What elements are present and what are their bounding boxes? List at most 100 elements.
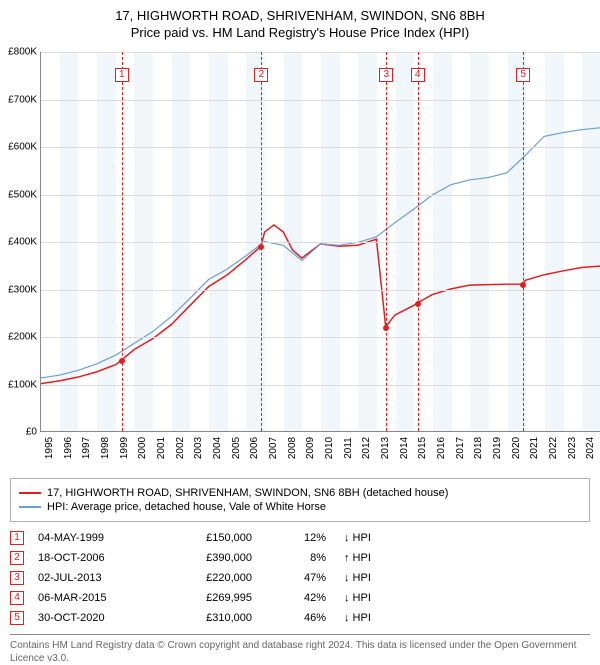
event-date: 04-MAY-1999	[38, 532, 148, 544]
y-axis-label: £500K	[1, 189, 37, 200]
x-axis-label: 2016	[436, 437, 447, 459]
sale-marker-line	[523, 52, 524, 431]
page-root: 17, HIGHWORTH ROAD, SHRIVENHAM, SWINDON,…	[0, 0, 600, 650]
event-pct: 8%	[266, 552, 326, 564]
event-price: £150,000	[162, 532, 252, 544]
x-axis-label: 1995	[44, 437, 55, 459]
sale-marker-dot	[258, 244, 264, 250]
event-price: £390,000	[162, 552, 252, 564]
sale-marker-line	[261, 52, 262, 431]
x-axis-label: 1996	[63, 437, 74, 459]
sale-marker-line	[122, 52, 123, 431]
x-axis-label: 2009	[305, 437, 316, 459]
x-axis-label: 2012	[361, 437, 372, 459]
events-table: 1 04-MAY-1999 £150,000 12% ↓ HPI 2 18-OCT-2006…	[10, 528, 590, 628]
event-row: 406-MAR-2015£269,99542%↓ HPI	[10, 588, 590, 608]
x-axis-label: 2014	[399, 437, 410, 459]
x-axis-label: 2004	[212, 437, 223, 459]
y-axis-label: £300K	[1, 284, 37, 295]
y-axis-label: £0	[1, 427, 37, 438]
event-pct: 47%	[266, 572, 326, 584]
x-axis-label: 1997	[81, 437, 92, 459]
y-axis-label: £400K	[1, 237, 37, 248]
x-axis-label: 2007	[268, 437, 279, 459]
x-axis-label: 2017	[455, 437, 466, 459]
x-axis-label: 2010	[324, 437, 335, 459]
sale-marker-dot	[415, 301, 421, 307]
event-date: 06-MAR-2015	[38, 592, 148, 604]
x-axis-label: 2024	[585, 437, 596, 459]
event-date: 18-OCT-2006	[38, 552, 148, 564]
sale-marker-dot	[520, 282, 526, 288]
y-axis-label: £800K	[1, 47, 37, 58]
event-direction: ↓ HPI	[340, 572, 380, 584]
sale-marker-line	[386, 52, 387, 431]
y-axis-label: £200K	[1, 332, 37, 343]
gridline	[41, 52, 600, 53]
legend: 17, HIGHWORTH ROAD, SHRIVENHAM, SWINDON,…	[10, 478, 590, 522]
event-index-box: 1	[10, 531, 24, 545]
legend-label: HPI: Average price, detached house, Vale…	[47, 501, 326, 513]
x-axis-label: 2006	[249, 437, 260, 459]
legend-swatch	[19, 506, 41, 508]
x-axis-label: 2013	[380, 437, 391, 459]
legend-swatch	[19, 492, 41, 494]
x-axis-label: 1998	[100, 437, 111, 459]
event-direction: ↓ HPI	[340, 532, 380, 544]
gridline	[41, 385, 600, 386]
x-axis-label: 1999	[119, 437, 130, 459]
event-index-box: 3	[10, 571, 24, 585]
legend-label: 17, HIGHWORTH ROAD, SHRIVENHAM, SWINDON,…	[47, 487, 448, 499]
sale-marker-box: 5	[516, 68, 530, 82]
event-date: 30-OCT-2020	[38, 612, 148, 624]
sale-marker-box: 3	[379, 68, 393, 82]
event-pct: 42%	[266, 592, 326, 604]
sale-marker-line	[418, 52, 419, 431]
y-axis-label: £700K	[1, 94, 37, 105]
x-axis-label: 2000	[137, 437, 148, 459]
x-axis-label: 2003	[193, 437, 204, 459]
series-price_paid	[41, 225, 600, 384]
event-row: 1 04-MAY-1999 £150,000 12% ↓ HPI	[10, 528, 590, 548]
x-axis-label: 2001	[156, 437, 167, 459]
y-axis-label: £600K	[1, 142, 37, 153]
sale-marker-box: 4	[411, 68, 425, 82]
x-axis-label: 2021	[529, 437, 540, 459]
sale-marker-dot	[119, 358, 125, 364]
event-direction: ↓ HPI	[340, 612, 380, 624]
event-direction: ↑ HPI	[340, 552, 380, 564]
event-price: £220,000	[162, 572, 252, 584]
legend-row: 17, HIGHWORTH ROAD, SHRIVENHAM, SWINDON,…	[19, 487, 581, 499]
event-index-box: 2	[10, 551, 24, 565]
x-axis-label: 2023	[567, 437, 578, 459]
gridline	[41, 242, 600, 243]
legend-row: HPI: Average price, detached house, Vale…	[19, 501, 581, 513]
event-pct: 46%	[266, 612, 326, 624]
gridline	[41, 195, 600, 196]
x-axis-label: 2019	[492, 437, 503, 459]
x-axis-label: 2018	[473, 437, 484, 459]
event-price: £269,995	[162, 592, 252, 604]
x-axis-label: 2022	[548, 437, 559, 459]
sale-marker-dot	[383, 325, 389, 331]
gridline	[41, 100, 600, 101]
x-axis-label: 2011	[343, 437, 354, 459]
x-axis-label: 2015	[417, 437, 428, 459]
x-axis-label: 2002	[175, 437, 186, 459]
chart-area: £0£100K£200K£300K£400K£500K£600K£700K£80…	[40, 52, 600, 432]
x-axis-label: 2008	[287, 437, 298, 459]
sale-marker-box: 2	[254, 68, 268, 82]
title-main: 17, HIGHWORTH ROAD, SHRIVENHAM, SWINDON,…	[0, 8, 600, 23]
sale-marker-box: 1	[115, 68, 129, 82]
series-hpi	[41, 128, 600, 378]
event-index-box: 4	[10, 591, 24, 605]
y-axis-label: £100K	[1, 379, 37, 390]
event-index-box: 5	[10, 611, 24, 625]
event-row: 3 02-JUL-2013 £220,000 47% ↓ HPI	[10, 568, 590, 588]
x-axis-label: 2020	[511, 437, 522, 459]
event-pct: 12%	[266, 532, 326, 544]
event-price: £310,000	[162, 612, 252, 624]
event-date: 02-JUL-2013	[38, 572, 148, 584]
title-sub: Price paid vs. HM Land Registry's House …	[0, 25, 600, 40]
event-row: 2 18-OCT-2006 £390,000 8% ↑ HPI	[10, 548, 590, 568]
